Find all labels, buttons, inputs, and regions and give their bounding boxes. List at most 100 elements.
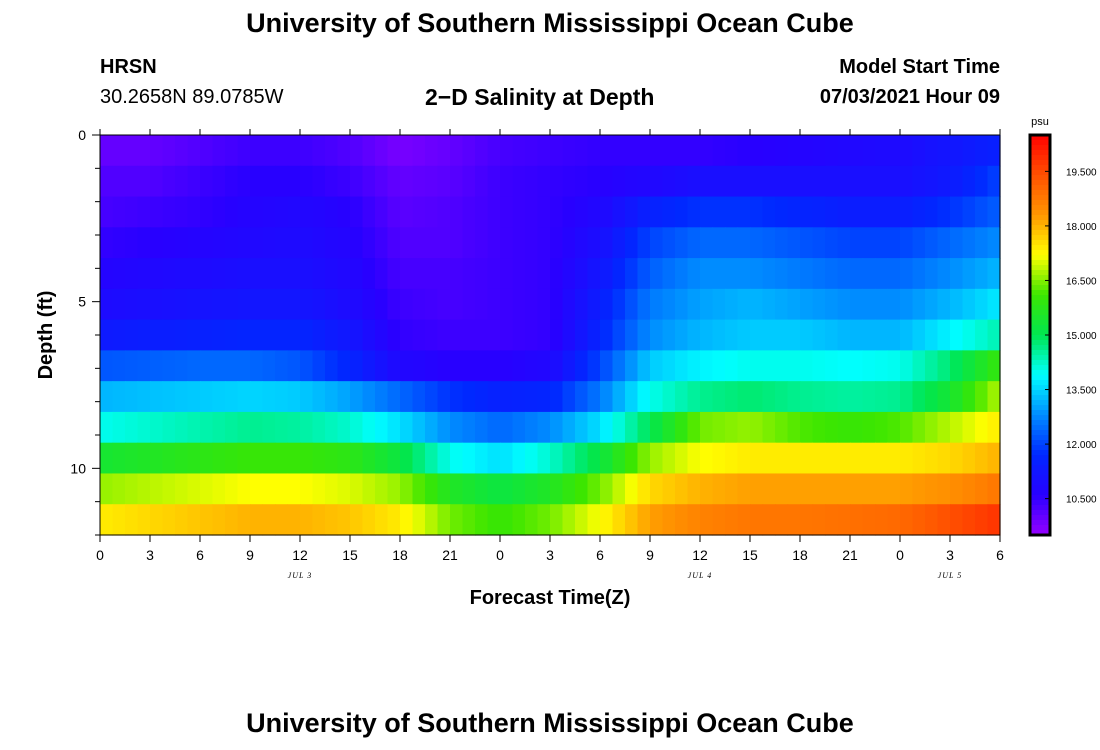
heatmap-cell [987,442,1001,475]
heatmap-cell [262,350,276,382]
heatmap-cell [850,319,864,351]
heatmap-cell [437,411,451,444]
heatmap-cell [787,165,801,198]
heatmap-cell [800,165,814,198]
heatmap-cell [450,196,464,228]
heatmap-cell [950,165,964,198]
heatmap-cell [375,196,389,228]
heatmap-cell [800,319,814,351]
heatmap-cell [600,473,614,505]
heatmap-cell [312,135,326,167]
heatmap-cell [237,442,251,475]
heatmap-cell [312,319,326,351]
heatmap-cell [650,135,664,167]
heatmap-cell [387,473,401,505]
station-coordinates: 30.2658N 89.0785W [100,86,284,108]
heatmap-cell [537,411,551,444]
heatmap-cell [537,258,551,290]
heatmap-cell [962,258,976,290]
heatmap-cell [512,319,526,351]
heatmap-cell [362,319,376,351]
heatmap-cell [675,442,689,475]
heatmap-cell [425,258,439,290]
heatmap-cell [737,288,751,321]
footer-title: University of Southern Mississippi Ocean… [246,708,854,738]
colorbar-swatch [1030,135,1050,141]
heatmap-cell [812,288,826,321]
heatmap-cell [962,288,976,321]
heatmap-cell [550,258,564,290]
heatmap-cell [150,288,164,321]
heatmap-cell [287,473,301,505]
heatmap-cell [875,473,889,505]
heatmap-cell [550,196,564,228]
heatmap-cell [825,381,839,413]
heatmap-cell [600,165,614,198]
colorbar-swatch [1030,515,1050,521]
heatmap-cell [212,381,226,413]
heatmap-cell [362,288,376,321]
heatmap-cell [250,381,264,413]
heatmap-cell [712,442,726,475]
heatmap-cell [450,504,464,536]
heatmap-cell [562,504,576,536]
heatmap-cell [650,473,664,505]
heatmap-cell [612,411,626,444]
heatmap-cell [675,288,689,321]
heatmap-cell [237,165,251,198]
heatmap-cell [150,196,164,228]
heatmap-cell [737,442,751,475]
heatmap-cell [900,196,914,228]
heatmap-cell [612,381,626,413]
heatmap-cell [837,165,851,198]
heatmap-cell [687,135,701,167]
heatmap-cell [237,473,251,505]
heatmap-cell [300,504,314,536]
colorbar-swatch [1030,365,1050,371]
heatmap-cell [125,165,139,198]
heatmap-cell [287,442,301,475]
heatmap-cell [125,350,139,382]
colorbar-swatch [1030,335,1050,341]
heatmap-cell [500,135,514,167]
heatmap-cell [600,350,614,382]
heatmap-cell [950,319,964,351]
heatmap-cell [612,350,626,382]
heatmap-cell [837,381,851,413]
colorbar-swatch [1030,495,1050,501]
heatmap-cell [675,473,689,505]
heatmap-cell [187,288,201,321]
heatmap-cell [950,411,964,444]
heatmap-cell [800,258,814,290]
heatmap-cell [950,504,964,536]
heatmap-cell [325,227,339,259]
heatmap-cell [750,227,764,259]
heatmap-cell [125,473,139,505]
heatmap-cell [375,504,389,536]
heatmap-cell [475,411,489,444]
heatmap-cell [187,135,201,167]
heatmap-cell [262,165,276,198]
heatmap-cell [537,381,551,413]
heatmap-cell [512,135,526,167]
heatmap-cell [387,442,401,475]
heatmap-cell [162,288,176,321]
heatmap-cell [600,258,614,290]
heatmap-cell [412,196,426,228]
heatmap-cell [525,504,539,536]
heatmap-cell [412,411,426,444]
heatmap-cell [537,165,551,198]
heatmap-cell [725,350,739,382]
heatmap-cell [187,442,201,475]
heatmap-cell [425,196,439,228]
heatmap-cell [825,165,839,198]
heatmap-cell [350,319,364,351]
heatmap-cell [562,135,576,167]
heatmap-cell [412,288,426,321]
heatmap-cell [200,196,214,228]
heatmap-cell [575,473,589,505]
heatmap-cell [587,411,601,444]
x-tick-label: 21 [442,547,458,563]
heatmap-cell [725,411,739,444]
heatmap-cell [650,411,664,444]
